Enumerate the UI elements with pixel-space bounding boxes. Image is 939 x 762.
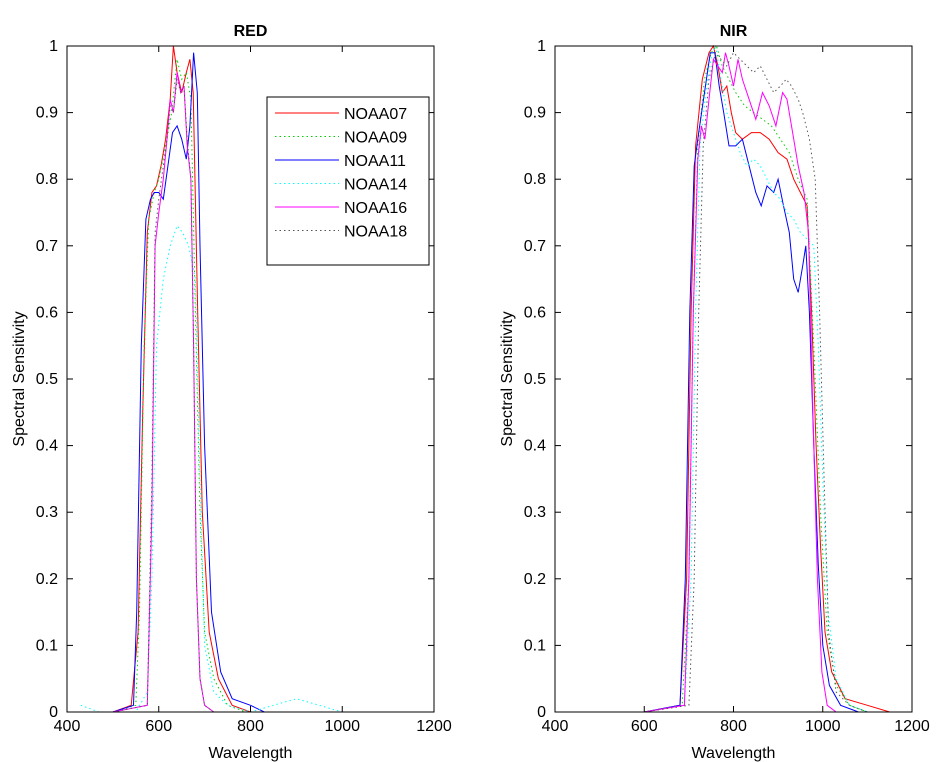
- x-axis-label: Wavelength: [209, 745, 293, 762]
- y-tick-label: 1: [537, 38, 546, 55]
- series-line-noaa11: [112, 52, 265, 713]
- legend-label-noaa18: NOAA18: [344, 224, 407, 241]
- x-tick-label: 400: [54, 718, 81, 735]
- y-tick-label: 0.3: [524, 504, 546, 521]
- series-line-noaa09: [644, 44, 868, 713]
- y-tick-label: 0.1: [36, 637, 58, 654]
- x-tick-label: 800: [720, 718, 747, 735]
- legend-box: [266, 96, 430, 266]
- y-tick-label: 0.2: [524, 571, 546, 588]
- series-line-noaa11: [644, 52, 859, 713]
- y-tick-label: 0.5: [36, 371, 58, 388]
- x-tick-label: 600: [631, 718, 658, 735]
- y-tick-label: 0.9: [524, 105, 546, 122]
- x-tick-label: 1200: [416, 718, 452, 735]
- y-tick-label: 0.8: [524, 171, 546, 188]
- nir-band-panel: 400 600 800 1000 1200 0 0.1 0.2 0.3 0.4 0.5 0.6 0.7 0…: [499, 23, 930, 762]
- legend-label-noaa11: NOAA11: [344, 153, 406, 170]
- x-tick-label: 800: [237, 718, 264, 735]
- y-tick-label: 0.5: [524, 371, 546, 388]
- y-tick-label: 0.6: [36, 304, 58, 321]
- series-line-noaa07: [112, 45, 251, 713]
- series-line-noaa16: [112, 72, 215, 713]
- red-band-panel: 400 600 800 1000 1200 0 0.1 0.2 0.3 0.4 0.5 0.6 0.7 0…: [11, 23, 452, 762]
- y-tick-label: 0.4: [524, 438, 546, 455]
- y-tick-label: 0.8: [36, 171, 58, 188]
- legend-label-noaa07: NOAA07: [344, 106, 407, 123]
- x-axis-label: Wavelength: [692, 745, 776, 762]
- x-tick-label: 1000: [805, 718, 841, 735]
- series-line-noaa14: [644, 44, 868, 713]
- series-line-noaa16: [644, 52, 837, 713]
- series-line-noaa09: [112, 59, 247, 713]
- y-tick-label: 0.7: [524, 238, 546, 255]
- y-tick-label: 0: [537, 704, 546, 721]
- x-tick-label: 600: [145, 718, 172, 735]
- x-tick-label: 1200: [894, 718, 930, 735]
- x-tick-label: 400: [542, 718, 569, 735]
- y-tick-label: 0.6: [524, 304, 546, 321]
- legend-label-noaa14: NOAA14: [344, 177, 407, 194]
- legend-label-noaa16: NOAA16: [344, 200, 407, 217]
- chart-title: NIR: [720, 23, 748, 40]
- series-line-noaa18: [112, 79, 215, 713]
- x-tick-label: 1000: [324, 718, 360, 735]
- legend-label-noaa09: NOAA09: [344, 130, 407, 147]
- y-tick-label: 0: [49, 704, 58, 721]
- series-line-noaa18: [644, 51, 868, 713]
- y-axis-label: Spectral Sensitivity: [499, 311, 516, 446]
- y-tick-label: 0.1: [524, 637, 546, 654]
- legend: NOAA07 NOAA09 NOAA11 NOAA14 NOAA16 NOAA18: [266, 96, 430, 266]
- series-line-noaa07: [644, 44, 890, 713]
- series-line-noaa14: [80, 224, 389, 713]
- y-tick-label: 0.9: [36, 105, 58, 122]
- y-axis-label: Spectral Sensitivity: [11, 311, 28, 446]
- y-tick-label: 0.7: [36, 238, 58, 255]
- y-tick-label: 0.4: [36, 438, 58, 455]
- y-tick-label: 0.2: [36, 571, 58, 588]
- y-tick-label: 0.3: [36, 504, 58, 521]
- y-tick-label: 1: [49, 38, 58, 55]
- chart-title: RED: [234, 23, 268, 40]
